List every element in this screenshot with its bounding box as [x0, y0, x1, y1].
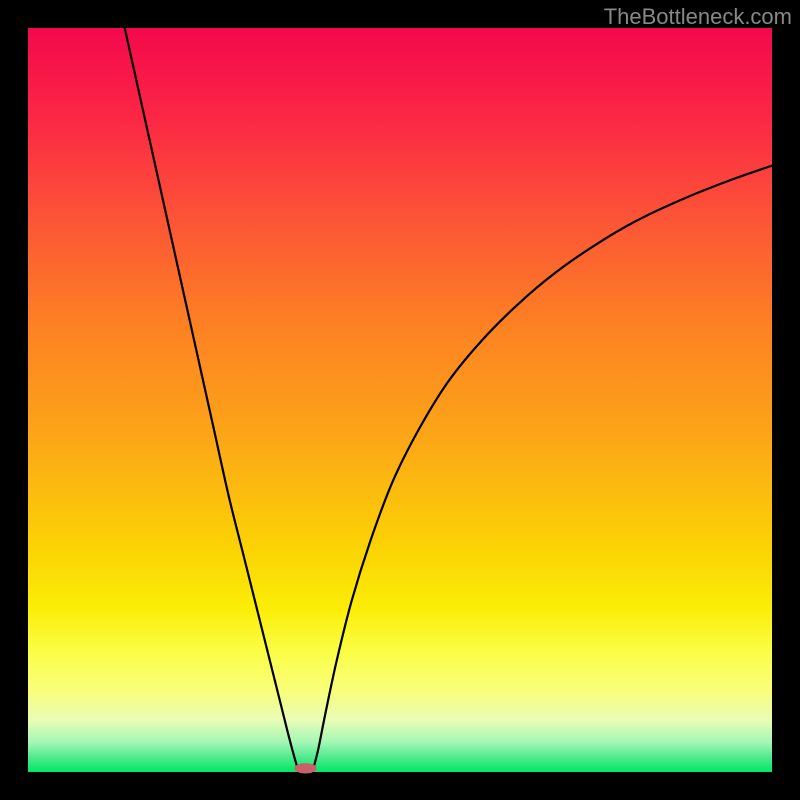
attribution-watermark: TheBottleneck.com	[604, 4, 792, 30]
bottleneck-chart	[0, 0, 800, 800]
gradient-background	[28, 28, 772, 772]
chart-svg	[0, 0, 800, 800]
optimum-marker	[294, 763, 316, 773]
